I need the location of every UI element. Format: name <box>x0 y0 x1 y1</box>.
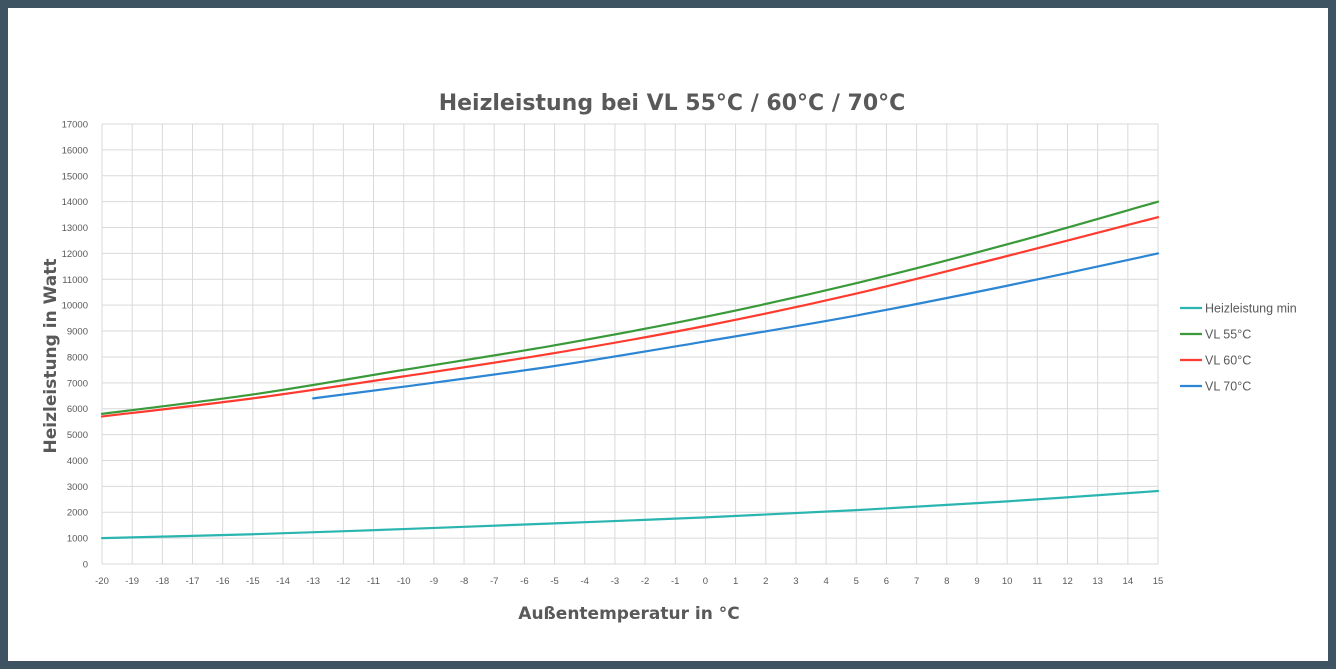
series-line-heizleistung-min <box>100 489 1160 540</box>
x-tick-label: 5 <box>854 576 859 587</box>
y-tick-label: 1000 <box>67 534 88 545</box>
x-tick-label: 3 <box>793 576 798 587</box>
y-tick-label: 6000 <box>67 404 88 415</box>
legend-label-vl-55-c: VL 55°C <box>1205 328 1251 342</box>
gridlines <box>101 123 1159 565</box>
y-tick-label: 0 <box>83 560 88 571</box>
y-tick-label: 12000 <box>62 249 88 260</box>
y-tick-label: 13000 <box>62 223 88 234</box>
x-tick-label: -19 <box>125 576 139 587</box>
line-chart: -20 -19 -18 -17 -16 -15 -14 -13 -12 -11 -10 -9 -8 -7-… <box>41 91 1297 624</box>
series-lines <box>100 200 1160 540</box>
x-tick-label: -8 <box>460 576 468 587</box>
legend-label-heizleistung-min: Heizleistung min <box>1205 302 1297 316</box>
y-tick-label: 4000 <box>67 456 88 467</box>
x-tick-label: -6 <box>520 576 528 587</box>
x-tick-label: -5 <box>550 576 558 587</box>
x-tick-label: -7 <box>490 576 498 587</box>
x-tick-label: 9 <box>974 576 979 587</box>
x-tick-label: 10 <box>1002 576 1013 587</box>
x-tick-label: -4 <box>581 576 589 587</box>
y-axis-title: Heizleistung in Watt <box>41 259 61 454</box>
x-tick-label: -17 <box>186 576 200 587</box>
x-tick-label: 1 <box>733 576 738 587</box>
x-tick-label: -16 <box>216 576 230 587</box>
y-tick-label: 15000 <box>62 171 88 182</box>
series-line-vl-60-c <box>100 216 1160 418</box>
y-tick-label: 2000 <box>67 508 88 519</box>
x-tick-label: 11 <box>1032 576 1042 587</box>
x-tick-label: -9 <box>430 576 438 587</box>
legend-label-vl-60-c: VL 60°C <box>1205 354 1251 368</box>
x-tick-label: -18 <box>155 576 169 587</box>
legend: Heizleistung min VL 55°C VL 60°C VL 70°C <box>1180 302 1297 394</box>
y-tick-label: 7000 <box>67 378 88 389</box>
x-tick-label: -12 <box>337 576 351 587</box>
y-tick-label: 3000 <box>67 482 88 493</box>
x-tick-label: 4 <box>823 576 828 587</box>
y-tick-label: 10000 <box>62 301 88 312</box>
y-tick-label: 8000 <box>67 352 88 363</box>
x-tick-label: -10 <box>397 576 411 587</box>
x-tick-label: -2 <box>641 576 649 587</box>
x-tick-label: 6 <box>884 576 889 587</box>
y-tick-label: 5000 <box>67 430 88 441</box>
x-tick-label: 2 <box>763 576 768 587</box>
x-tick-label: 14 <box>1123 576 1134 587</box>
x-tick-label: -15 <box>246 576 260 587</box>
x-tick-label: -3 <box>611 576 619 587</box>
x-tick-label: -13 <box>306 576 320 587</box>
x-tick-label: 12 <box>1062 576 1073 587</box>
series-line-vl-55-c <box>100 200 1160 415</box>
x-tick-labels: -20 -19 -18 -17 -16 -15 -14 -13 -12 -11 -10 -9 -8 -7-… <box>95 576 1163 587</box>
y-tick-labels: 0 1000 2000 3000 4000 5000 6000 7000 8000 9000 100… <box>62 120 88 571</box>
legend-label-vl-70-c: VL 70°C <box>1205 380 1251 394</box>
y-tick-label: 9000 <box>67 327 88 338</box>
x-tick-label: 0 <box>703 576 708 587</box>
y-tick-label: 17000 <box>62 120 88 131</box>
x-tick-label: -14 <box>276 576 290 587</box>
x-axis-title: Außentemperatur in °C <box>518 604 739 624</box>
x-tick-label: 7 <box>914 576 919 587</box>
x-tick-label: 8 <box>944 576 949 587</box>
chart-title: Heizleistung bei VL 55°C / 60°C / 70°C <box>439 91 906 116</box>
x-tick-label: 15 <box>1153 576 1164 587</box>
series-line-vl-70-c <box>312 252 1160 400</box>
x-tick-label: -11 <box>367 576 380 587</box>
x-tick-label: 13 <box>1092 576 1103 587</box>
y-tick-label: 16000 <box>62 145 88 156</box>
y-tick-label: 11000 <box>62 275 88 286</box>
x-tick-label: -20 <box>95 576 109 587</box>
x-tick-label: -1 <box>671 576 679 587</box>
y-tick-label: 14000 <box>62 197 88 208</box>
